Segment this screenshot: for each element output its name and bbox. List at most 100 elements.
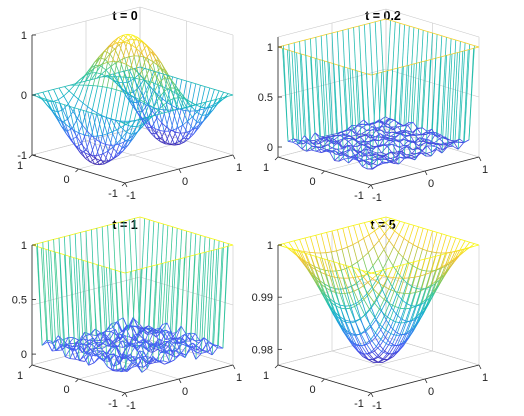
mesh-line-y [459,138,465,143]
mesh-line-y [185,333,191,342]
mesh-line-y [144,68,150,71]
mesh-line-x [102,225,108,228]
mesh-line-y [160,138,166,143]
mesh-line-y [315,37,321,137]
mesh-line-y [107,131,112,135]
mesh-line-x [105,88,113,118]
mesh-line-x [356,126,363,135]
mesh-line-x [170,107,177,131]
mesh-line-x [435,252,442,271]
mesh-line-x [141,267,147,270]
mesh-line-y [169,331,176,344]
mesh-line-y [92,112,98,115]
mesh-line-y [444,142,450,146]
mesh-line-x [383,285,389,290]
mesh-line-x [315,233,322,236]
mesh-line-y [412,147,418,151]
mesh-line-x [443,263,450,276]
mesh-line-x [459,240,466,251]
mesh-line-y [180,336,186,342]
mesh-line-y [122,82,129,94]
mesh-line-y [431,269,437,285]
mesh-line-y [376,145,382,154]
mesh-line-x [163,109,170,132]
x-tick-label: 0 [182,176,188,188]
mesh-line-y [342,330,348,339]
mesh-line-x [83,71,90,86]
y-tick-mark [121,182,126,187]
mesh-line-y [96,114,102,117]
mesh-line-y [326,232,332,252]
mesh-line-y [381,130,387,136]
mesh-line-x [300,251,307,264]
mesh-line-y [366,351,372,355]
mesh-line-x [88,68,95,86]
mesh-line-y [130,325,136,342]
mesh-line-y [435,268,441,271]
mesh-line-x [389,331,396,343]
mesh-line-y [170,79,177,87]
mesh-line-x [366,274,373,279]
mesh-line-y [399,22,405,25]
mesh-line-y [94,56,100,63]
mesh-line-x [299,237,306,240]
mesh-line-y [145,356,151,358]
mesh-line-y [121,368,127,371]
mesh-line-x [440,235,447,254]
x-tick-label: 1 [482,164,488,176]
mesh-line-y [391,286,398,295]
mesh-line-x [42,240,49,243]
mesh-line-y [393,246,399,253]
mesh-line-y [154,128,160,131]
mesh-line-y [464,42,470,45]
mesh-line-x [67,94,75,105]
mesh-line-y [126,362,132,371]
mesh-line-y [143,79,149,86]
grid-line [78,140,187,170]
mesh-line-x [381,268,388,271]
mesh-line-x [217,242,225,346]
mesh-line-y [183,342,189,347]
mesh-line-x [111,131,118,144]
mesh-line-x [371,351,378,358]
mesh-line-y [78,108,84,111]
mesh-line-y [142,41,148,46]
mesh-line-x [191,116,198,123]
mesh-line-x [302,138,309,142]
mesh-line-y [390,151,396,158]
mesh-line-y [390,158,396,161]
mesh-line-y [428,295,434,304]
mesh-line-y [397,272,403,279]
mesh-line-y [145,121,151,126]
mesh-line-y [123,221,129,331]
mesh-line-y [134,119,139,122]
mesh-line-x [447,145,453,148]
mesh-line-y [193,348,199,351]
mesh-line-y [57,111,63,123]
mesh-line-y [128,344,134,348]
mesh-line-y [403,144,408,147]
mesh-line-y [78,98,84,104]
mesh-line-y [321,150,327,153]
mesh-line-x [82,85,89,104]
mesh-line-x [138,218,146,325]
mesh-line-y [146,327,152,331]
mesh-line-y [351,129,357,136]
mesh-line-x [374,345,381,352]
mesh-line-y [162,86,168,90]
x-tick-mark [232,154,236,160]
mesh-line-y [402,257,409,263]
mesh-line-x [97,135,104,154]
mesh-line-x [451,52,458,55]
mesh-line-x [123,41,130,57]
mesh-line-y [121,347,127,356]
mesh-line-x [406,265,413,284]
mesh-line-x [342,226,349,229]
mesh-line-y [394,230,400,236]
mesh-line-x [463,241,471,250]
mesh-line-y [364,308,370,316]
mesh-line-y [338,262,344,265]
mesh-line-x [447,259,454,264]
mesh-line-y [349,290,355,294]
mesh-line-x [353,290,360,304]
